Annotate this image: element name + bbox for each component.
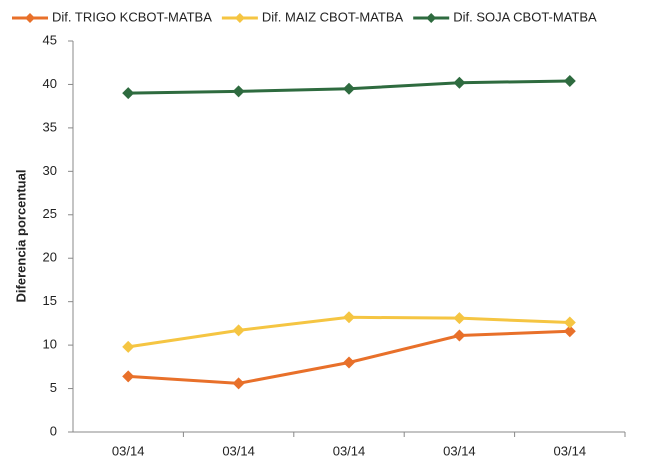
x-tick-label: 03/14: [222, 443, 255, 458]
legend-label: Dif. SOJA CBOT-MATBA: [453, 9, 597, 24]
y-tick-label: 40: [43, 76, 57, 91]
point-marker: [343, 356, 355, 369]
point-marker: [232, 85, 245, 98]
y-tick-label: 20: [43, 250, 57, 265]
point-marker: [122, 370, 135, 383]
legend-label: Dif. MAIZ CBOT-MATBA: [262, 9, 404, 24]
y-tick-label: 45: [43, 32, 57, 47]
point-marker: [563, 74, 576, 87]
y-tick-label: 30: [43, 163, 57, 178]
point-marker: [563, 316, 576, 329]
legend-label: Dif. TRIGO KCBOT-MATBA: [52, 9, 212, 24]
point-marker: [232, 377, 245, 390]
point-marker: [343, 82, 355, 95]
x-tick-label: 03/14: [333, 443, 366, 458]
point-marker: [343, 311, 355, 324]
point-marker: [453, 312, 466, 325]
legend-marker: [234, 13, 245, 23]
y-tick-label: 10: [43, 337, 57, 352]
y-tick-label: 15: [43, 293, 57, 308]
y-tick-label: 5: [50, 380, 57, 395]
x-tick-label: 03/14: [443, 443, 476, 458]
legend-marker: [25, 13, 35, 23]
y-tick-label: 35: [43, 119, 57, 134]
point-marker: [122, 340, 135, 353]
point-marker: [563, 325, 576, 338]
y-tick-label: 0: [50, 423, 57, 438]
point-marker: [232, 324, 245, 337]
legend-marker: [426, 13, 437, 23]
y-tick-label: 25: [43, 206, 57, 221]
point-marker: [453, 76, 466, 89]
x-tick-label: 03/14: [112, 443, 145, 458]
x-tick-label: 03/14: [554, 443, 587, 458]
point-marker: [453, 329, 466, 342]
y-axis-label: Diferencia porcentual: [13, 170, 28, 303]
point-marker: [122, 87, 135, 100]
